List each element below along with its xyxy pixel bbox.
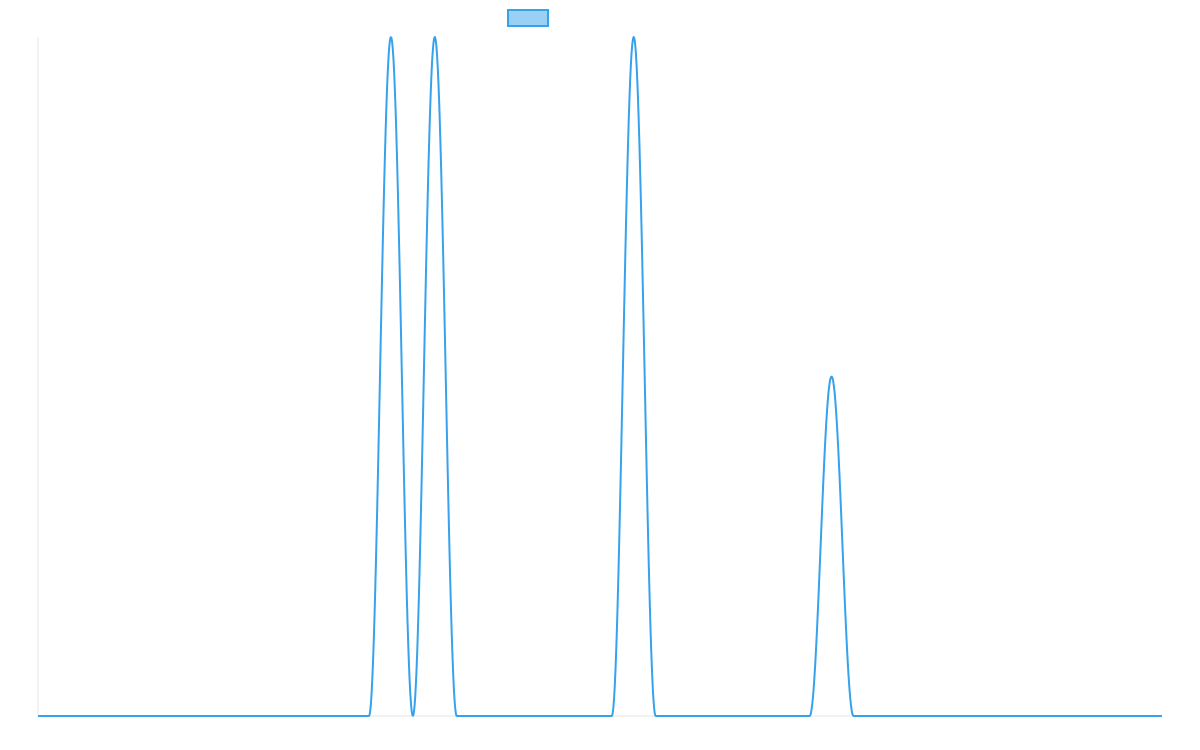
legend-swatch-0[interactable] [507,9,549,27]
series-layer [37,36,1163,717]
legend[interactable] [507,9,549,27]
series-line-0 [37,36,1163,717]
